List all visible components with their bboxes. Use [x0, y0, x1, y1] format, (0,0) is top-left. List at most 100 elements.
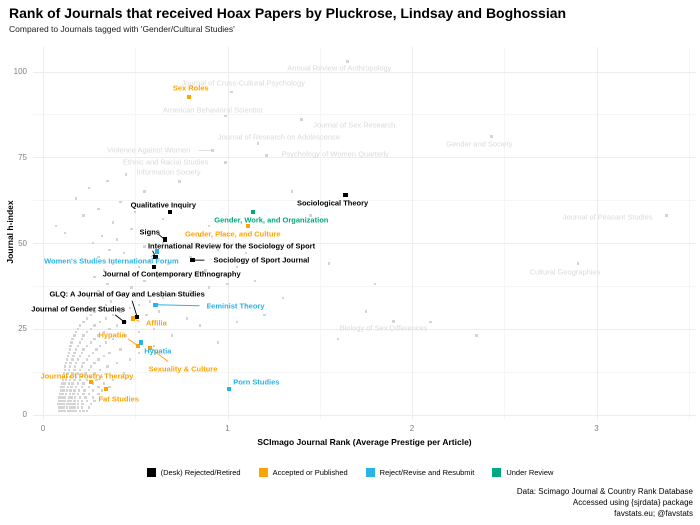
gridline-major-x: [596, 47, 598, 420]
legend-item-accepted: Accepted or Published: [258, 468, 348, 477]
reference-data-point: [93, 337, 96, 341]
reference-data-point: [100, 389, 104, 392]
hoax-data-point: [153, 254, 158, 259]
reference-data-point: [78, 368, 82, 372]
hoax-data-point: [103, 386, 108, 391]
reference-data-point: [61, 396, 64, 399]
reference-data-point: [167, 262, 170, 265]
reference-data-point: [290, 190, 294, 193]
reference-data-point: [63, 385, 66, 389]
reference-data-point: [89, 341, 93, 344]
reference-data-point: [89, 375, 93, 378]
reference-data-point: [229, 90, 233, 94]
y-tick-label: 25: [18, 324, 27, 334]
reference-data-point: [67, 368, 71, 372]
reference-data-point: [185, 317, 189, 320]
reference-data-point: [76, 392, 80, 396]
leader-lines-layer: [114, 149, 213, 362]
reference-data-point: [63, 389, 66, 392]
reference-data-point: [61, 409, 64, 413]
hoax-data-point: [245, 223, 250, 228]
reference-data-point: [82, 382, 85, 385]
reference-data-point: [69, 409, 72, 413]
reference-data-point: [64, 379, 68, 382]
reference-journal-label: Ethnic and Racial Studies: [122, 157, 209, 167]
reference-journal-label: Cultural Geographies: [529, 266, 601, 276]
reference-data-point: [95, 348, 98, 351]
legend-swatch-accepted: [258, 468, 268, 477]
x-tick-label: 0: [40, 424, 46, 433]
x-tick-label: 2: [409, 424, 415, 433]
reference-data-point: [102, 269, 106, 272]
reference-data-point: [80, 406, 83, 409]
reference-data-point: [97, 358, 100, 361]
reference-data-point: [102, 330, 106, 334]
reference-data-point: [108, 248, 111, 252]
reference-data-point: [145, 313, 148, 317]
reference-journal-label: Journal of Research on Adolescence: [217, 131, 341, 141]
reference-data-point: [89, 365, 93, 368]
reference-data-point: [327, 262, 331, 265]
reference-data-point: [106, 282, 109, 286]
reference-data-point: [66, 399, 70, 402]
legend: (Desk) Rejected/Retired Accepted or Publi…: [0, 468, 700, 477]
reference-data-point: [70, 396, 73, 399]
reference-data-point: [78, 396, 82, 399]
reference-data-point: [68, 379, 71, 382]
reference-data-point: [63, 231, 67, 234]
reference-data-point: [73, 389, 76, 392]
reference-data-point: [80, 375, 83, 378]
gridline-major-y: [33, 157, 696, 159]
reference-data-point: [119, 293, 122, 296]
hoax-data-point: [343, 192, 348, 198]
reference-data-point: [87, 385, 91, 389]
legend-label-revise: Reject/Revise and Resubmit: [379, 468, 475, 477]
gridline-minor-x: [135, 47, 137, 420]
reference-data-point: [93, 324, 96, 327]
reference-journal-label: Violence Against Women: [107, 145, 191, 155]
reference-data-point: [75, 361, 78, 365]
reference-data-point: [82, 334, 85, 337]
legend-label-review: Under Review: [506, 468, 554, 477]
reference-data-point: [93, 399, 96, 402]
reference-data-point: [102, 354, 106, 358]
reference-data-point: [148, 300, 152, 303]
reference-data-point: [111, 221, 115, 224]
reference-data-point: [78, 409, 82, 413]
reference-data-point: [110, 300, 113, 303]
reference-data-point: [98, 368, 102, 372]
reference-data-point: [82, 214, 85, 217]
legend-item-rejected: (Desk) Rejected/Retired: [146, 468, 241, 477]
reference-data-point: [62, 375, 65, 378]
journal-label: Qualitative Inquiry: [130, 200, 197, 210]
reference-data-point: [108, 327, 111, 330]
reference-data-point: [97, 207, 100, 210]
reference-data-point: [119, 310, 122, 313]
reference-data-point: [59, 392, 62, 396]
reference-journal-label: Journal of Peasant Studies: [562, 211, 653, 221]
reference-data-point: [83, 389, 86, 392]
reference-data-point: [178, 179, 181, 183]
reference-data-point: [217, 341, 220, 344]
caption-line-3: favstats.eu; @favstats: [614, 509, 693, 519]
reference-data-point: [61, 399, 64, 402]
reference-data-point: [86, 317, 89, 320]
reference-data-point: [68, 365, 71, 368]
reference-data-point: [69, 344, 72, 348]
reference-data-point: [58, 406, 61, 409]
reference-data-point: [207, 306, 211, 310]
reference-data-point: [72, 392, 75, 396]
hoax-data-point: [227, 386, 232, 391]
reference-data-point: [73, 379, 76, 382]
reference-data-point: [111, 379, 115, 382]
legend-item-review: Under Review: [492, 468, 553, 477]
reference-data-point: [93, 372, 96, 375]
reference-data-point: [100, 234, 104, 238]
y-tick-label: 50: [18, 238, 27, 248]
reference-data-point: [80, 365, 83, 368]
reference-journal-label: Journal of Cross-Cultural Psychology: [181, 78, 305, 88]
reference-data-point: [82, 409, 85, 413]
hoax-data-point: [134, 314, 140, 319]
reference-data-point: [86, 344, 89, 348]
reference-data-point: [143, 279, 146, 282]
